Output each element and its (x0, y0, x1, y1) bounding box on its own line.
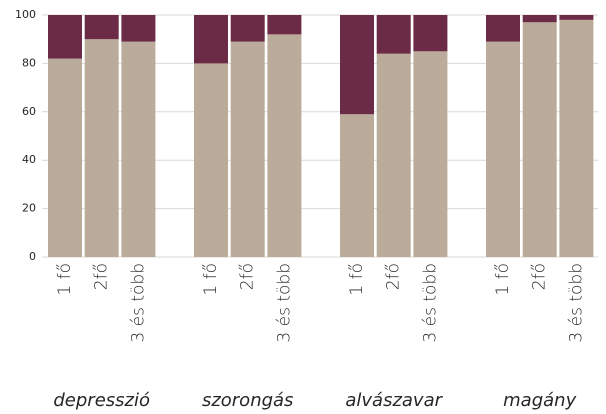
bar-segment (194, 63, 228, 258)
bar-segment (413, 51, 448, 257)
bar-segment (413, 15, 448, 52)
x-tick-label: 3 és több (566, 263, 586, 343)
y-tick-label: 40 (22, 153, 36, 166)
bar-segment (376, 53, 411, 257)
bar-segment (230, 15, 265, 42)
bar-segment (121, 15, 156, 42)
bar-segment (522, 22, 557, 258)
bar-segment (376, 15, 411, 54)
y-tick-label: 20 (22, 202, 36, 215)
bar-segment (522, 15, 557, 23)
x-tick-label: 1 fő (201, 263, 221, 296)
group-label: magány (503, 390, 576, 411)
bar-segment (194, 15, 228, 64)
bar-segment (267, 15, 302, 35)
x-tick-label: 2fő (384, 263, 404, 290)
x-tick-label: 3 és több (420, 263, 440, 343)
bar-segment (486, 15, 520, 42)
x-tick-label: 2fő (92, 263, 112, 290)
bar-segment (340, 114, 374, 257)
x-tick-label: 1 fő (55, 263, 75, 296)
bar-segment (340, 15, 374, 115)
bar-segment (48, 58, 82, 258)
y-tick-label: 0 (29, 250, 36, 263)
bar-segment (84, 39, 119, 258)
bar-segment (84, 15, 119, 40)
bar-segment (559, 19, 594, 258)
x-tick-label: 3 és több (128, 263, 148, 343)
x-tick-label: 2fő (530, 263, 550, 290)
group-label: alvászavar (345, 390, 443, 411)
bar-segment (230, 41, 265, 258)
bar-segment (121, 41, 156, 258)
y-tick-label: 100 (15, 8, 36, 21)
x-tick-label: 1 fő (493, 263, 513, 296)
x-tick-label: 2fő (238, 263, 258, 290)
group-label: depresszió (53, 390, 150, 411)
bar-segment (486, 41, 520, 258)
group-label: szorongás (202, 390, 294, 411)
y-tick-label: 60 (22, 105, 36, 118)
x-tick-label: 3 és több (274, 263, 294, 343)
x-tick-label: 1 fő (347, 263, 367, 296)
bar-segment (267, 34, 302, 257)
bar-segment (48, 15, 82, 59)
bar-segment (559, 15, 594, 20)
y-tick-label: 80 (22, 56, 36, 69)
